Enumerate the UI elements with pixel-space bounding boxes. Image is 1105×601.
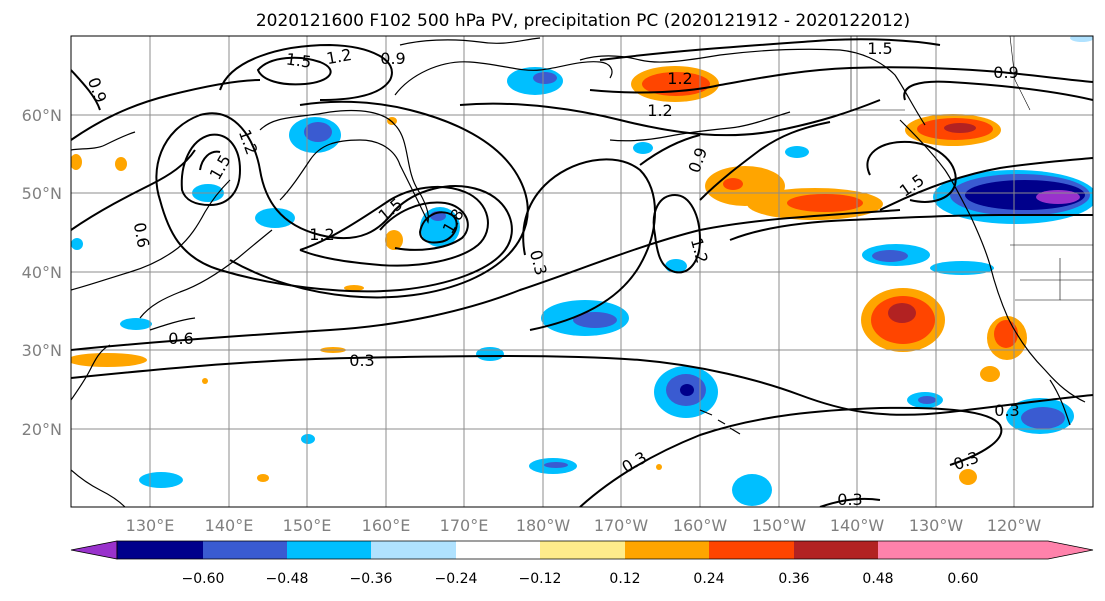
pv-contours [71,38,1093,507]
contour-label: 0.9 [993,63,1018,82]
lat-label: 50°N [22,184,62,203]
colorbar-tick: −0.60 [182,571,225,587]
lon-label: 130°W [909,516,964,535]
lon-label: 150°W [752,516,807,535]
contour-label: 1.2 [309,225,334,244]
lon-label: 170°E [440,516,489,535]
colorbar-segment [625,541,709,559]
borders [850,36,1093,301]
colorbar-tick: 0.60 [947,571,978,587]
map-title: 2020121600 F102 500 hPa PV, precipitatio… [256,11,910,31]
colorbar-tick: 0.24 [693,571,724,587]
negative-anomaly-features [71,36,1093,506]
contour-label: 0.3 [994,401,1019,420]
contour-label: 1.2 [647,101,672,120]
gridlines [71,36,1093,507]
contour-label: 1.2 [667,69,692,88]
lon-label: 140°W [830,516,885,535]
colorbar-segment [456,541,540,559]
contour-label: 0.3 [837,490,862,509]
negative-anomaly-northwest [933,170,1093,224]
colorbar-tick: 0.12 [609,571,640,587]
colorbar-tick: −0.48 [266,571,309,587]
colorbar-extend-low [70,540,118,560]
colorbar-segment [117,541,203,559]
lon-label: 160°W [673,516,728,535]
lat-label: 40°N [22,263,62,282]
contour-label: 1.5 [867,39,892,58]
lon-label: 180°W [516,516,571,535]
colorbar-segment [878,541,963,559]
positive-anomaly-california [959,316,1027,485]
contour-label: 0.3 [349,351,374,370]
colorbar-segment [371,541,456,559]
colorbar-segment [540,541,625,559]
colorbar-tick: −0.36 [350,571,393,587]
contour-label: 1.2 [325,45,353,68]
positive-anomaly-subtropical [861,288,945,352]
map-area: 1.5 1.2 0.9 0.9 1.2 1.5 1.2 1.5 0.6 1.2 … [71,36,1093,509]
map-frame [70,35,1094,508]
contour-label: 1.5 [285,49,313,71]
lon-label: 170°W [594,516,649,535]
lon-label: 130°E [126,516,175,535]
lat-label: 30°N [22,341,62,360]
colorbar-tick: 0.36 [778,571,809,587]
colorbar: −0.60 −0.48 −0.36 −0.24 −0.12 0.12 0.24 … [70,540,1094,587]
lon-label: 160°E [362,516,411,535]
lat-label: 20°N [22,420,62,439]
latitude-labels: 60°N 50°N 40°N 30°N 20°N [22,106,62,439]
colorbar-segment [709,541,794,559]
lon-label: 150°E [283,516,332,535]
colorbar-tick: −0.12 [519,571,562,587]
colorbar-ticks: −0.60 −0.48 −0.36 −0.24 −0.12 0.12 0.24 … [182,571,979,587]
lon-label: 120°W [987,516,1042,535]
lat-label: 60°N [22,106,62,125]
colorbar-tick: 0.48 [862,571,893,587]
coastlines [71,37,1086,507]
colorbar-tick: −0.24 [435,571,478,587]
contour-label: 0.6 [130,221,153,249]
positive-anomaly-central-pacific [705,166,883,220]
longitude-labels: 130°E 140°E 150°E 160°E 170°E 180°W 170°… [126,516,1042,535]
colorbar-segment [287,541,371,559]
positive-anomaly-alaska [905,114,1001,146]
lon-label: 140°E [205,516,254,535]
contour-label: 0.9 [380,49,405,68]
contour-label: 0.6 [168,329,193,348]
colorbar-segment [794,541,878,559]
colorbar-segment [203,541,287,559]
